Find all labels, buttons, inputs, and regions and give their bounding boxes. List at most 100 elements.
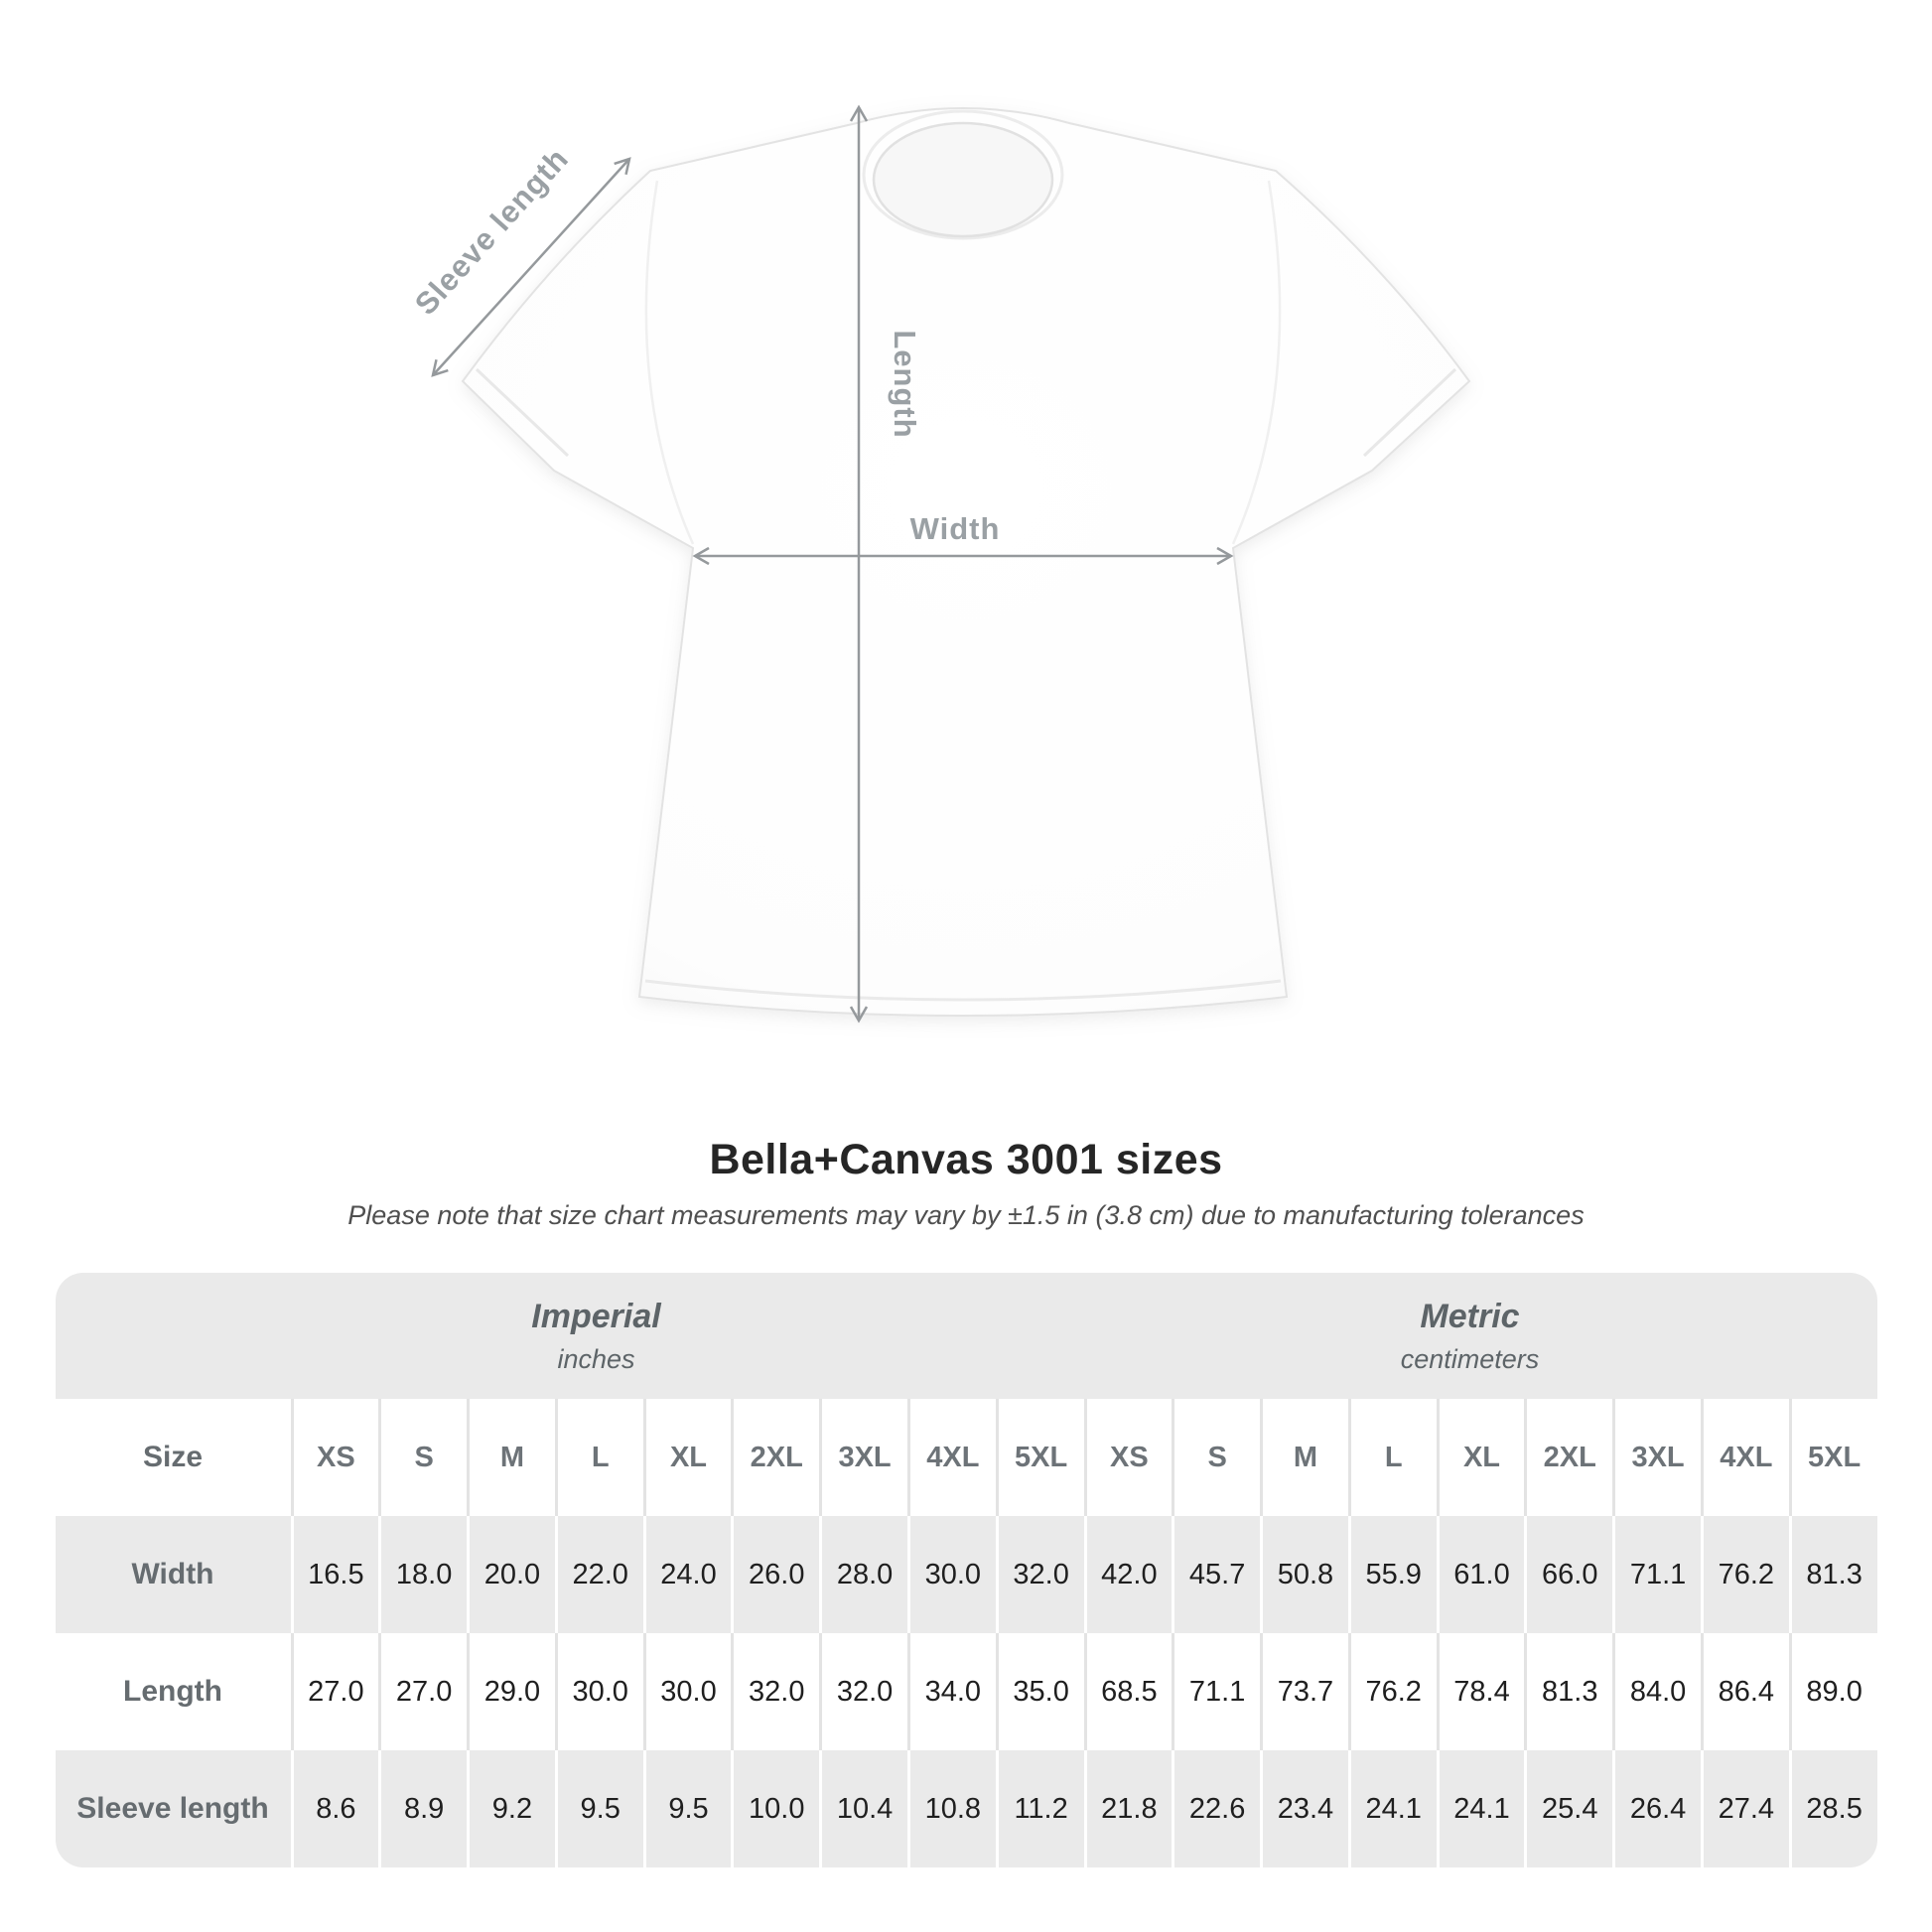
unit-header-band: Imperial inches Metric centimeters [55,1273,1877,1399]
measurement-value-imperial: 28.0 [819,1516,907,1633]
measurement-value-metric: 28.5 [1788,1750,1877,1867]
size-col-header-metric: 4XL [1700,1399,1789,1516]
measurement-value-metric: 24.1 [1347,1750,1437,1867]
measurement-value-imperial: 32.0 [819,1633,907,1750]
measurement-value-metric: 73.7 [1260,1633,1348,1750]
measurement-value-metric: 23.4 [1260,1750,1348,1867]
hem-stitch [644,979,1282,1002]
tshirt-illustration [461,107,1471,1017]
measurement-value-imperial: 10.4 [819,1750,907,1867]
measurement-value-metric: 26.4 [1612,1750,1701,1867]
measurement-row-label: Sleeve length [55,1750,291,1867]
measurement-value-imperial: 9.5 [642,1750,732,1867]
measurement-value-metric: 89.0 [1788,1633,1877,1750]
tshirt-body [461,107,1471,1017]
size-col-header-imperial: 2XL [731,1399,820,1516]
size-col-header-imperial: 3XL [819,1399,907,1516]
tshirt-diagram-canvas: Sleeve length Length Width [408,104,1471,1024]
tshirt-measurement-diagram: Sleeve length Length Width [408,104,1471,1024]
measurement-value-metric: 27.4 [1700,1750,1789,1867]
tolerance-note: Please note that size chart measurements… [347,1200,1585,1230]
size-col-header-metric: 3XL [1612,1399,1701,1516]
measurement-value-metric: 21.8 [1083,1750,1173,1867]
measurement-value-imperial: 30.0 [642,1633,732,1750]
measurement-value-imperial: 32.0 [995,1516,1084,1633]
measurement-value-imperial: 11.2 [995,1750,1084,1867]
measurement-value-imperial: 27.0 [378,1633,468,1750]
measurement-value-metric: 24.1 [1436,1750,1525,1867]
size-col-header-imperial: XS [290,1399,379,1516]
size-col-header-metric: 5XL [1788,1399,1877,1516]
measurement-value-imperial: 16.5 [290,1516,379,1633]
measurement-value-metric: 71.1 [1172,1633,1261,1750]
measurement-row-label: Length [55,1633,291,1750]
measurement-value-imperial: 24.0 [642,1516,732,1633]
size-col-header-imperial: S [378,1399,468,1516]
size-col-header-metric: 2XL [1524,1399,1613,1516]
measurement-value-imperial: 18.0 [378,1516,468,1633]
measurement-value-imperial: 9.2 [467,1750,555,1867]
measurement-value-metric: 66.0 [1524,1516,1613,1633]
measurement-value-imperial: 10.8 [906,1750,996,1867]
size-col-header-metric: XS [1083,1399,1173,1516]
measurement-row-label: Width [55,1516,291,1633]
measurement-value-metric: 55.9 [1347,1516,1437,1633]
size-col-header-imperial: 4XL [906,1399,996,1516]
sleeve-length-arrow [431,157,631,377]
neck-opening [872,121,1054,238]
metric-header-name: Metric [1420,1297,1520,1335]
imperial-header-name: Imperial [531,1297,661,1335]
measurement-value-imperial: 29.0 [467,1633,555,1750]
right-cuff-stitch [1362,367,1457,458]
page-title: Bella+Canvas 3001 sizes [709,1136,1223,1183]
metric-header-unit: centimeters [1400,1343,1540,1374]
left-armhole-seam [644,180,695,545]
measurement-value-metric: 42.0 [1083,1516,1173,1633]
measurement-value-imperial: 22.0 [554,1516,643,1633]
size-col-header-imperial: XL [642,1399,732,1516]
measurement-value-imperial: 30.0 [554,1633,643,1750]
measurement-value-imperial: 8.9 [378,1750,468,1867]
measurement-value-metric: 84.0 [1612,1633,1701,1750]
measurement-value-metric: 25.4 [1524,1750,1613,1867]
measurement-value-metric: 71.1 [1612,1516,1701,1633]
measurement-value-imperial: 20.0 [467,1516,555,1633]
size-col-header-metric: S [1172,1399,1261,1516]
measurement-value-metric: 68.5 [1083,1633,1173,1750]
size-grid: Size XS S M L XL 2XL 3XL 4XL 5XL XS S M L XL 2XL 3XL 4XL 5… [55,1399,1877,1867]
left-cuff-stitch [475,367,570,458]
measurement-value-imperial: 34.0 [906,1633,996,1750]
size-col-header-metric: XL [1436,1399,1525,1516]
imperial-header: Imperial inches [531,1273,660,1399]
measurement-value-metric: 61.0 [1436,1516,1525,1633]
measurement-value-imperial: 8.6 [290,1750,379,1867]
measurement-value-metric: 76.2 [1347,1633,1437,1750]
length-label: Length [888,330,922,438]
measurement-value-metric: 22.6 [1172,1750,1261,1867]
measurement-value-metric: 78.4 [1436,1633,1525,1750]
measurement-value-metric: 81.3 [1788,1516,1877,1633]
measurement-value-imperial: 26.0 [731,1516,820,1633]
metric-header: Metric centimeters [1401,1273,1540,1399]
size-table: Imperial inches Metric centimeters Size X… [55,1273,1877,1867]
measurement-value-imperial: 30.0 [906,1516,996,1633]
size-col-header-imperial: 5XL [995,1399,1084,1516]
measurement-value-metric: 50.8 [1260,1516,1348,1633]
size-col-header-metric: L [1347,1399,1437,1516]
size-row-label: Size [55,1399,291,1516]
width-label: Width [910,511,1001,546]
size-col-header-metric: M [1260,1399,1348,1516]
measurement-value-metric: 45.7 [1172,1516,1261,1633]
measurement-value-metric: 86.4 [1700,1633,1789,1750]
measurement-value-imperial: 32.0 [731,1633,820,1750]
measurement-value-imperial: 27.0 [290,1633,379,1750]
measurement-value-metric: 76.2 [1700,1516,1789,1633]
measurement-value-metric: 81.3 [1524,1633,1613,1750]
measurement-value-imperial: 9.5 [554,1750,643,1867]
measurement-value-imperial: 35.0 [995,1633,1084,1750]
size-col-header-imperial: M [467,1399,555,1516]
imperial-header-unit: inches [557,1343,635,1374]
measurement-value-imperial: 10.0 [731,1750,820,1867]
size-col-header-imperial: L [554,1399,643,1516]
